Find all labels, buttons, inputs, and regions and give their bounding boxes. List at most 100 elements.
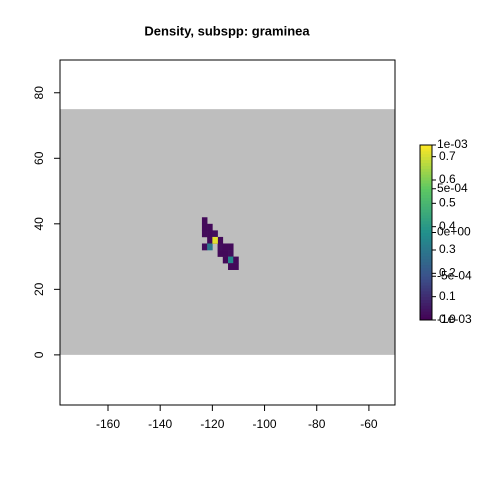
cell	[201, 217, 208, 225]
colorbar-step	[420, 185, 432, 190]
y-tick-label: 60	[32, 151, 46, 165]
chart-title: Density, subspp: graminea	[144, 23, 310, 38]
colorbar-step	[420, 287, 432, 292]
colorbar-step	[420, 235, 432, 239]
colorbar-step	[420, 188, 432, 193]
x-tick-label: -140	[148, 417, 172, 431]
colorbar-step	[420, 302, 432, 306]
x-tick-label: -60	[360, 417, 378, 431]
colorbar-step	[420, 279, 432, 283]
extent	[60, 109, 395, 355]
colorbar-step	[420, 276, 432, 280]
colorbar-step	[420, 153, 432, 158]
colorbar-step	[420, 165, 432, 169]
colorbar-step	[420, 250, 432, 254]
colorbar-step	[420, 241, 432, 245]
colorbar-tick-label: -5e-04	[437, 268, 472, 282]
colorbar-tick-label: 0.3	[439, 242, 456, 256]
colorbar-step	[420, 168, 432, 172]
cell	[217, 250, 224, 257]
colorbar-step	[420, 296, 432, 301]
colorbar-step	[420, 159, 432, 163]
cell	[212, 230, 218, 238]
colorbar-step	[420, 215, 432, 219]
x-tick-label: -120	[200, 417, 224, 431]
cell	[217, 243, 224, 251]
x-tick-label: -100	[253, 417, 277, 431]
colorbar-step	[420, 156, 432, 161]
colorbar-step	[420, 200, 432, 204]
colorbar-tick-label: 0.6	[439, 172, 456, 186]
cell	[222, 256, 229, 264]
colorbar-step	[420, 285, 432, 289]
colorbar-step	[420, 171, 432, 175]
y-tick-label: 80	[32, 86, 46, 100]
colorbar-step	[420, 293, 432, 298]
colorbar-step	[420, 220, 432, 225]
colorbar-step	[420, 311, 432, 315]
colorbar-step	[420, 145, 432, 149]
y-tick-label: 20	[32, 282, 46, 296]
cell	[201, 230, 208, 238]
colorbar-step	[420, 267, 432, 271]
colorbar-step	[420, 244, 432, 248]
colorbar-step	[420, 314, 432, 318]
x-tick-label: -80	[308, 417, 326, 431]
colorbar-step	[420, 147, 432, 152]
colorbar-tick-label: 5e-04	[437, 181, 468, 195]
colorbar-tick-label: 0.2	[439, 266, 456, 280]
colorbar-step	[420, 317, 432, 321]
colorbar-step	[420, 229, 432, 233]
colorbar-tick-label: -1e-03	[437, 312, 472, 326]
cell	[228, 256, 234, 264]
colorbar-step	[420, 212, 432, 216]
colorbar-step	[420, 180, 432, 184]
colorbar-step	[420, 223, 432, 228]
y-tick-label: 40	[32, 217, 46, 231]
cell	[207, 230, 213, 238]
colorbar-tick-label: 0.7	[439, 149, 456, 163]
colorbar-step	[420, 226, 432, 231]
colorbar-step	[420, 273, 432, 277]
colorbar-step	[420, 203, 432, 207]
colorbar-step	[420, 206, 432, 210]
cell	[212, 236, 218, 244]
colorbar-tick-label: 0e+00	[437, 225, 471, 239]
colorbar-step	[420, 308, 432, 312]
colorbar-step	[420, 282, 432, 286]
colorbar-step	[420, 252, 432, 257]
colorbar-step	[420, 270, 432, 274]
colorbar-tick-label: 0.5	[439, 196, 456, 210]
colorbar-step	[420, 305, 432, 309]
y-tick-label: 0	[32, 351, 46, 358]
colorbar-step	[420, 299, 432, 303]
colorbar-step	[420, 209, 432, 213]
colorbar-step	[420, 247, 432, 251]
colorbar-tick-label: 1e-03	[437, 137, 468, 151]
colorbar-step	[420, 217, 432, 222]
cell	[222, 243, 229, 251]
colorbar-step	[420, 174, 432, 178]
colorbar-step	[420, 232, 432, 236]
colorbar-tick-label: 0.0	[439, 312, 456, 326]
colorbar-step	[420, 162, 432, 166]
colorbar-tick-label: 0.1	[439, 289, 456, 303]
colorbar-step	[420, 290, 432, 295]
plot-frame	[59, 59, 396, 406]
cell	[217, 236, 224, 244]
colorbar-step	[420, 182, 432, 187]
cell	[201, 243, 208, 251]
cell	[228, 243, 234, 251]
cell	[201, 223, 208, 231]
colorbar-step	[420, 255, 432, 260]
colorbar-tick-label: 0.4	[439, 219, 456, 233]
cell	[207, 236, 213, 244]
colorbar-step	[420, 264, 432, 268]
colorbar-step	[420, 150, 432, 155]
colorbar-step	[420, 177, 432, 181]
cell	[207, 243, 213, 251]
cell	[233, 256, 239, 264]
cell	[207, 223, 213, 231]
colorbar-step	[420, 191, 432, 196]
